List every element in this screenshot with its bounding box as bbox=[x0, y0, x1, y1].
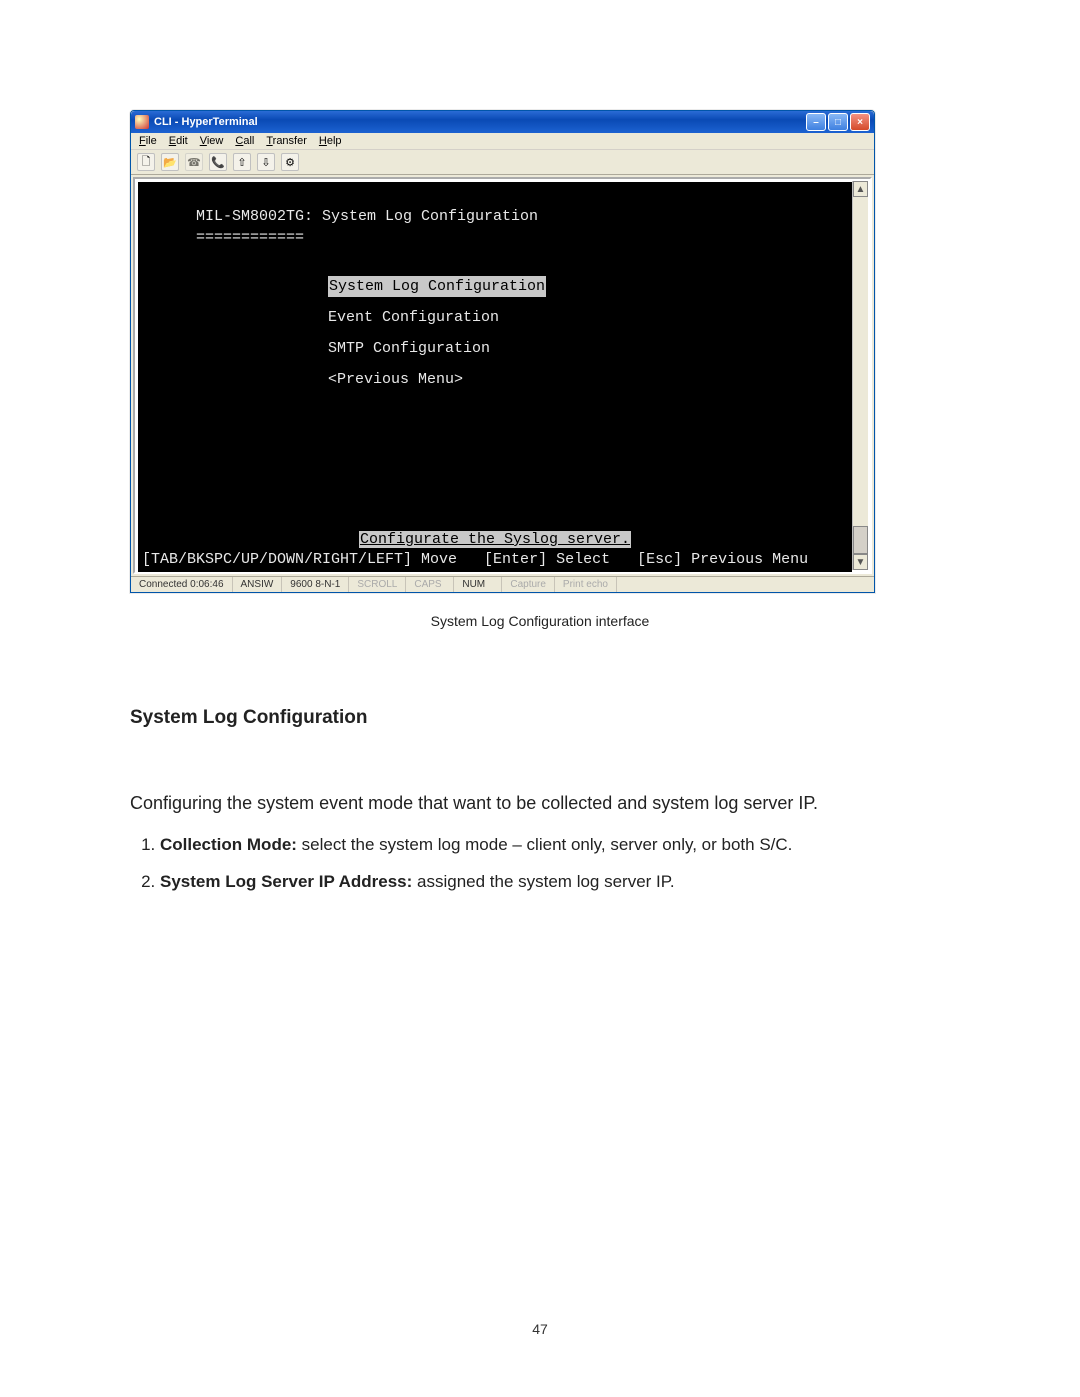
maximize-button[interactable]: □ bbox=[828, 113, 848, 131]
window-titlebar: CLI - HyperTerminal – □ × bbox=[131, 111, 874, 133]
scroll-up-icon[interactable]: ▲ bbox=[853, 181, 868, 197]
terminal-menu: System Log Configuration Event Configurat… bbox=[328, 276, 840, 390]
close-button[interactable]: × bbox=[850, 113, 870, 131]
status-capture: Capture bbox=[502, 577, 555, 592]
terminal-menu-item[interactable]: <Previous Menu> bbox=[328, 369, 840, 390]
body-list: Collection Mode: select the system log m… bbox=[130, 831, 950, 897]
menubar: File Edit View Call Transfer Help bbox=[131, 133, 874, 150]
call-icon-disabled: ☎ bbox=[185, 153, 203, 171]
menu-call[interactable]: Call bbox=[235, 135, 254, 147]
window-title: CLI - HyperTerminal bbox=[154, 116, 806, 128]
terminal-menu-item[interactable]: Event Configuration bbox=[328, 307, 840, 328]
toolbar: 🗋 📂 ☎ 📞 ⇧ ⇩ ⚙ bbox=[131, 150, 874, 175]
menu-view[interactable]: View bbox=[200, 135, 224, 147]
status-scroll: SCROLL bbox=[349, 577, 406, 592]
terminal[interactable]: MIL-SM8002TG: System Log Configuration =… bbox=[138, 182, 852, 572]
terminal-help-line: Configurate the Syslog server. bbox=[138, 529, 852, 550]
statusbar: Connected 0:06:46 ANSIW 9600 8-N-1 SCROL… bbox=[131, 576, 874, 592]
list-item: Collection Mode: select the system log m… bbox=[160, 831, 950, 860]
figure-caption: System Log Configuration interface bbox=[130, 613, 950, 629]
status-connected: Connected 0:06:46 bbox=[131, 577, 233, 592]
new-icon[interactable]: 🗋 bbox=[137, 153, 155, 171]
menu-edit[interactable]: Edit bbox=[169, 135, 188, 147]
send-icon[interactable]: ⇧ bbox=[233, 153, 251, 171]
page-number: 47 bbox=[0, 1321, 1080, 1337]
receive-icon[interactable]: ⇩ bbox=[257, 153, 275, 171]
minimize-button[interactable]: – bbox=[806, 113, 826, 131]
terminal-frame: MIL-SM8002TG: System Log Configuration =… bbox=[133, 177, 872, 574]
scroll-thumb[interactable] bbox=[853, 526, 868, 554]
status-caps: CAPS bbox=[406, 577, 454, 592]
terminal-header: MIL-SM8002TG: System Log Configuration bbox=[196, 206, 840, 227]
menu-file[interactable]: File bbox=[139, 135, 157, 147]
hyperterminal-window: CLI - HyperTerminal – □ × File Edit View… bbox=[130, 110, 875, 593]
hangup-icon[interactable]: 📞 bbox=[209, 153, 227, 171]
menu-help[interactable]: Help bbox=[319, 135, 342, 147]
terminal-menu-item[interactable]: SMTP Configuration bbox=[328, 338, 840, 359]
section-heading: System Log Configuration bbox=[130, 707, 950, 729]
list-item: System Log Server IP Address: assigned t… bbox=[160, 868, 950, 897]
open-icon[interactable]: 📂 bbox=[161, 153, 179, 171]
status-num: NUM bbox=[454, 577, 502, 592]
status-settings: 9600 8-N-1 bbox=[282, 577, 349, 592]
app-icon bbox=[135, 115, 149, 129]
vertical-scrollbar[interactable]: ▲ ▼ bbox=[852, 181, 868, 570]
status-printecho: Print echo bbox=[555, 577, 617, 592]
terminal-divider: ============ bbox=[196, 227, 840, 248]
menu-transfer[interactable]: Transfer bbox=[266, 135, 307, 147]
terminal-menu-item[interactable]: System Log Configuration bbox=[328, 276, 840, 297]
status-emulation: ANSIW bbox=[233, 577, 283, 592]
body-paragraph: Configuring the system event mode that w… bbox=[130, 785, 950, 821]
terminal-nav-line: [TAB/BKSPC/UP/DOWN/RIGHT/LEFT] Move [Ent… bbox=[138, 549, 852, 570]
properties-icon[interactable]: ⚙ bbox=[281, 153, 299, 171]
scroll-down-icon[interactable]: ▼ bbox=[853, 554, 868, 570]
